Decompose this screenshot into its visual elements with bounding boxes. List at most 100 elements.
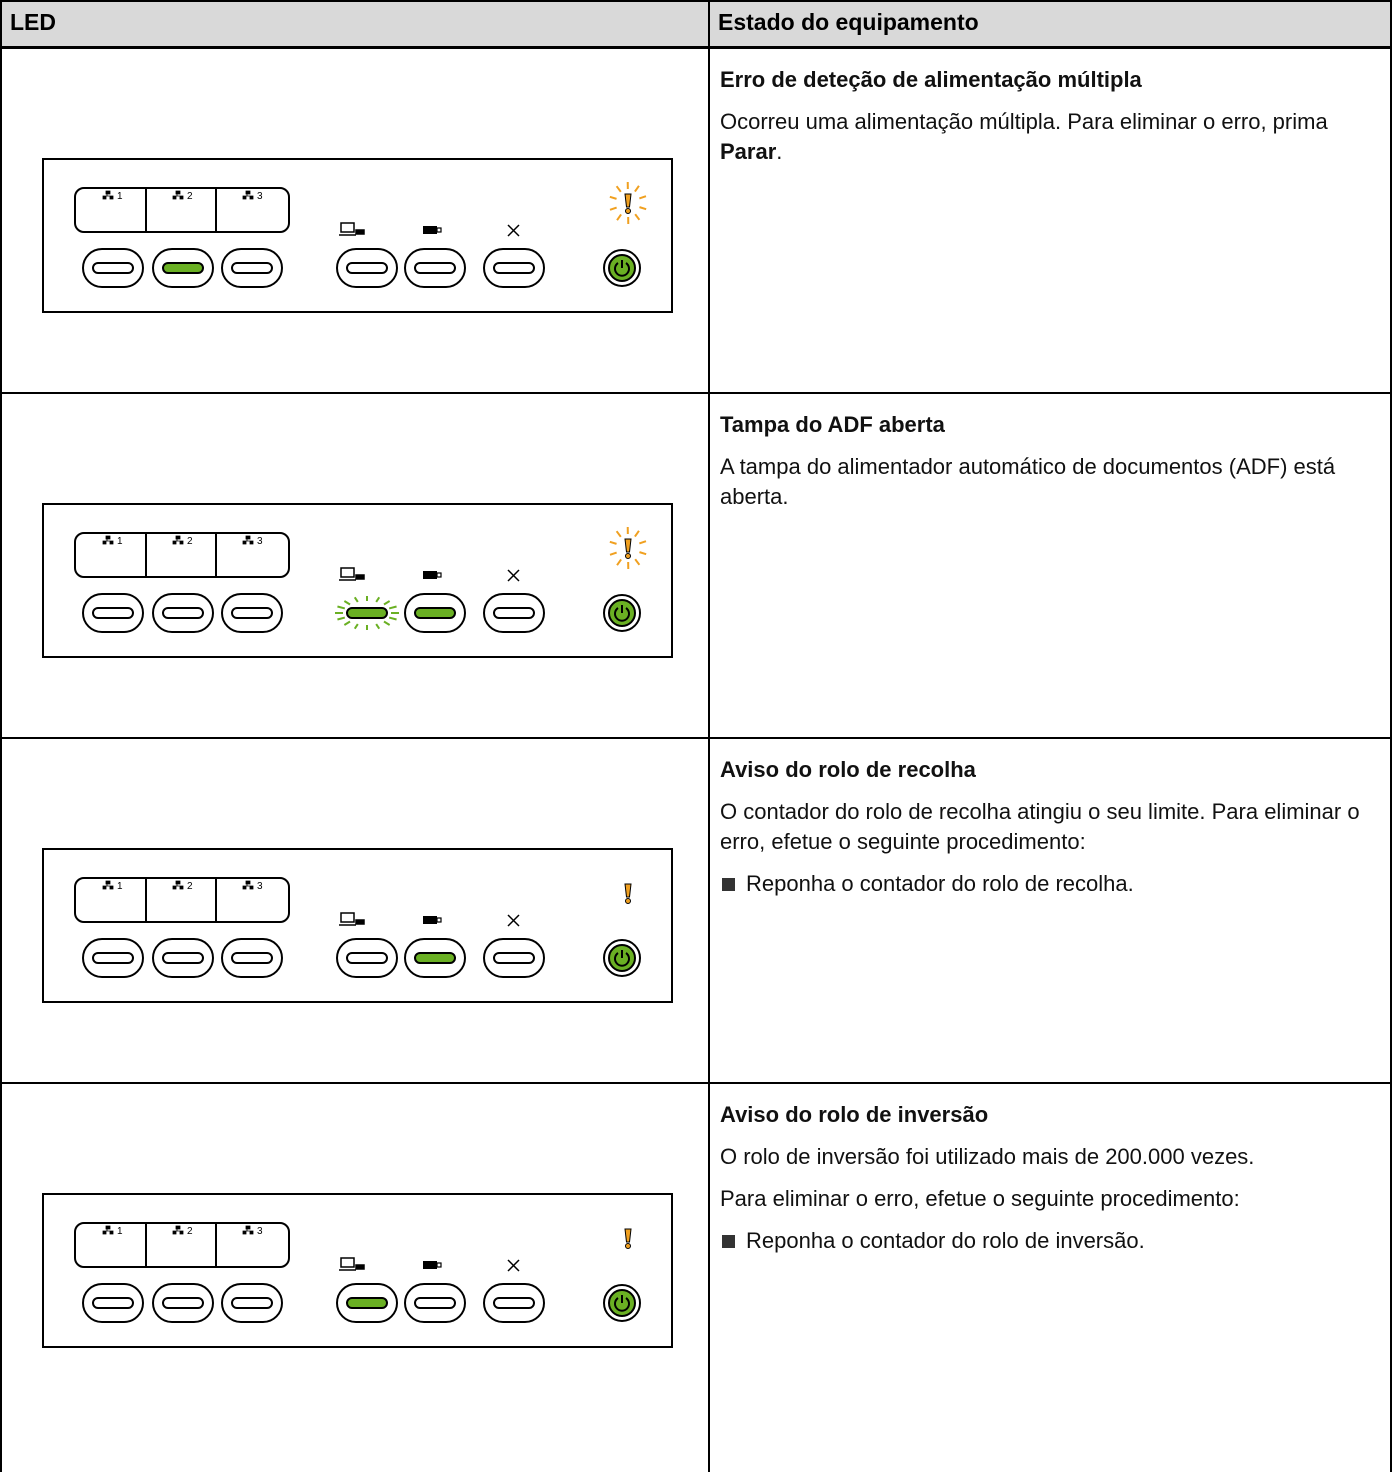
panel-frame: [42, 848, 673, 1003]
status-title: Aviso do rolo de recolha: [720, 757, 976, 782]
power-symbol: [614, 260, 630, 277]
header-cell: LED: [0, 0, 710, 48]
network-icon: [172, 535, 184, 545]
pc-icon-base: [339, 574, 365, 581]
text-run: .: [776, 139, 783, 164]
led: [493, 952, 535, 964]
network-icon: [172, 880, 184, 890]
network-icon: [102, 190, 114, 200]
tab-label: 2: [187, 191, 193, 202]
usb-icon-tip: [436, 1262, 442, 1268]
blink-ray: [616, 558, 622, 566]
led: [231, 952, 273, 964]
tab-label: 3: [257, 191, 263, 202]
tab-label: 2: [187, 536, 193, 547]
panel-frame: [42, 1193, 673, 1348]
led: [346, 262, 388, 274]
network-icon: [242, 880, 254, 890]
blink-ray: [616, 213, 622, 221]
tab-label: 3: [257, 1226, 263, 1237]
led: [346, 952, 388, 964]
power-symbol: [614, 950, 630, 967]
pc-icon: [340, 222, 355, 233]
status-title: Aviso do rolo de inversão: [720, 1102, 989, 1127]
network-icon: [172, 1225, 184, 1235]
cancel-icon: [507, 914, 520, 927]
led-panel: 1 2 3: [42, 503, 673, 658]
pc-icon-base: [339, 229, 365, 236]
text-run: O contador do rolo de recolha atingiu o …: [720, 799, 1360, 854]
led: [346, 607, 388, 619]
usb-icon-tip: [436, 917, 442, 923]
blink-ray: [639, 551, 647, 556]
warning-led: [624, 883, 632, 898]
blink-ray: [353, 596, 359, 603]
warning-dot: [625, 898, 631, 904]
text-run: A tampa do alimentador automático de doc…: [720, 454, 1336, 509]
text-run: Parar: [720, 139, 777, 164]
tab-label: 1: [117, 191, 123, 202]
network-icon: [242, 190, 254, 200]
blink-ray: [609, 540, 617, 545]
blink-ray: [639, 195, 647, 200]
tab-label: 3: [257, 881, 263, 892]
blink-ray: [375, 596, 381, 603]
led: [493, 607, 535, 619]
blink-ray: [343, 620, 351, 626]
cancel-icon: [507, 224, 520, 237]
blink-ray: [388, 605, 397, 610]
tab-label: 1: [117, 536, 123, 547]
led: [414, 262, 456, 274]
text-run: Para eliminar o erro, efetue o seguinte …: [720, 1186, 1240, 1211]
power-symbol: [614, 1295, 630, 1312]
blink-ray: [634, 530, 640, 538]
led: [414, 1297, 456, 1309]
blink-ray: [383, 600, 391, 606]
led: [414, 952, 456, 964]
usb-icon-tip: [436, 227, 442, 233]
status-text: A tampa do alimentador automático de doc…: [720, 452, 1380, 512]
blink-ray: [343, 600, 351, 606]
tab-label: 2: [187, 1226, 193, 1237]
network-icon: [242, 535, 254, 545]
led: [92, 262, 134, 274]
network-icon: [242, 1225, 254, 1235]
usb-icon: [423, 226, 437, 234]
led-panel: 1 2 3: [42, 1193, 673, 1348]
blink-ray: [634, 213, 641, 221]
tab-group: [74, 877, 290, 923]
warning-dot: [625, 553, 631, 559]
led-cell: 1 2 3: [0, 47, 710, 394]
led-panel: 1 2 3: [42, 848, 673, 1003]
cancel-icon: [507, 569, 520, 582]
status-cell: Aviso do rolo de recolha O contador do ro…: [708, 737, 1392, 1084]
blink-ray: [353, 623, 359, 630]
led: [162, 262, 204, 274]
blink-ray: [615, 185, 622, 193]
blink-ray: [383, 620, 391, 626]
warning-dot: [625, 1243, 631, 1249]
tab-group: [74, 532, 290, 578]
network-icon: [102, 880, 114, 890]
status-cell: Tampa do ADF aberta A tampa do alimentado…: [708, 392, 1392, 739]
blink-ray: [639, 540, 647, 545]
led: [92, 607, 134, 619]
blink-ray: [634, 185, 640, 193]
status-title: Tampa do ADF aberta: [720, 412, 945, 437]
status-text: Ocorreu uma alimentação múltipla. Para e…: [720, 107, 1380, 167]
status-title: Erro de deteção de alimentação múltipla: [720, 67, 1142, 92]
warning-dot: [625, 208, 631, 214]
pc-icon-base: [339, 1264, 365, 1271]
status-cell: Erro de deteção de alimentação múltipla O…: [708, 47, 1392, 394]
led: [493, 262, 535, 274]
tab-label: 3: [257, 536, 263, 547]
tab-label: 1: [117, 1226, 123, 1237]
text-run: O rolo de inversão foi utilizado mais de…: [720, 1144, 1255, 1169]
blink-ray: [609, 206, 617, 211]
blink-ray: [609, 551, 617, 556]
usb-icon: [423, 916, 437, 924]
pc-icon: [340, 1257, 355, 1268]
led-cell: 1 2 3: [0, 392, 710, 739]
blink-ray: [615, 530, 622, 538]
blink-ray: [609, 195, 617, 200]
